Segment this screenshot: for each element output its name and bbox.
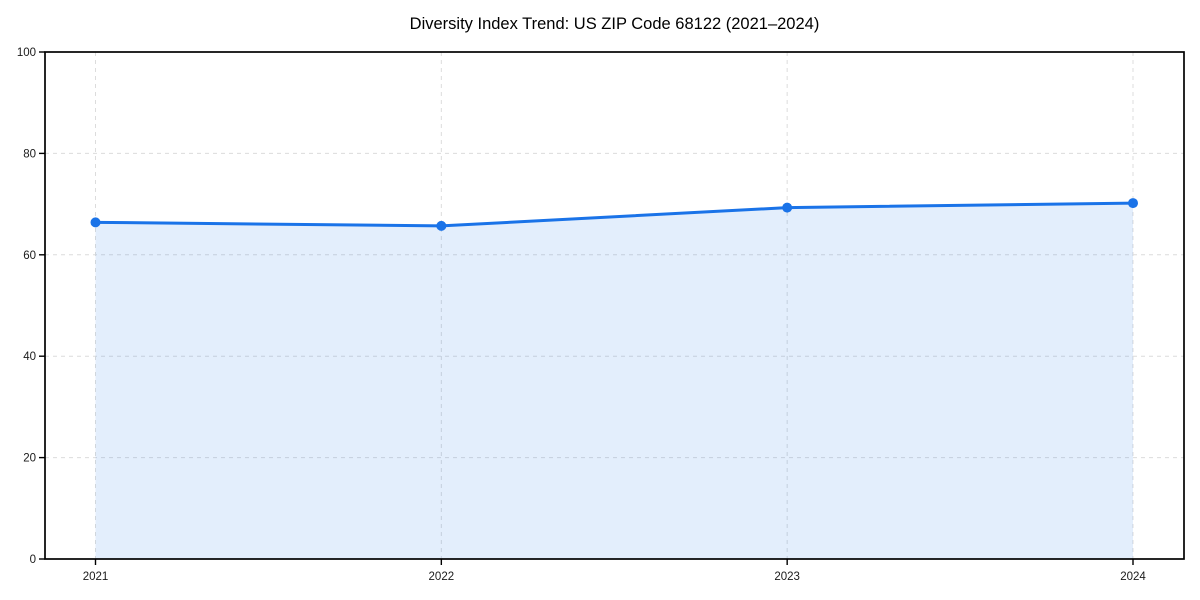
area-fill [95, 203, 1133, 559]
x-tick-label: 2021 [83, 571, 109, 583]
x-tick-label: 2024 [1120, 571, 1146, 583]
y-tick-label: 60 [23, 250, 36, 262]
x-tick-label: 2023 [774, 571, 800, 583]
data-point-2024 [1128, 198, 1138, 209]
data-point-2021 [90, 217, 101, 228]
x-tick-label: 2022 [429, 571, 455, 583]
data-point-2022 [436, 220, 447, 231]
trend-line-layer [94, 201, 1135, 228]
area-fill-layer [95, 203, 1133, 559]
y-tick-label: 20 [23, 453, 36, 465]
gridlines-layer [45, 52, 1184, 559]
data-point-2023 [782, 202, 793, 213]
trend-line [94, 201, 1135, 228]
axes-layer [39, 51, 1185, 565]
tick-labels-layer: 2021 2022 2023 2024 0 20 40 60 80 100 [17, 47, 1147, 583]
data-points-layer [90, 198, 1138, 231]
chart-title: Diversity Index Trend: US ZIP Code 68122… [410, 15, 820, 33]
y-tick-label: 40 [23, 351, 36, 363]
y-tick-label: 80 [23, 148, 36, 160]
y-tick-label: 0 [30, 554, 36, 566]
y-tick-label: 100 [17, 47, 36, 59]
plot-border [44, 51, 1185, 560]
